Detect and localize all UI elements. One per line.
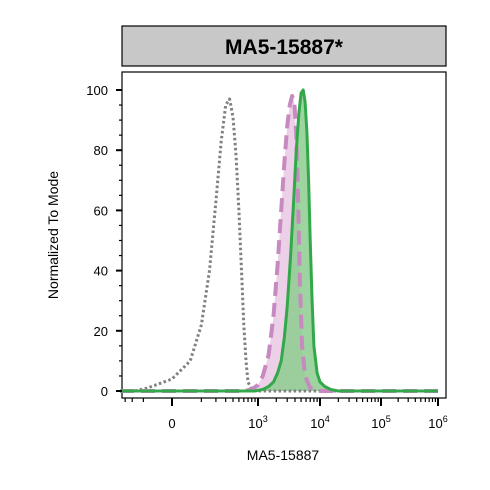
series-layer bbox=[120, 88, 438, 393]
x-tick-label: 103 bbox=[248, 414, 267, 431]
x-tick-label: 105 bbox=[371, 414, 390, 431]
y-tick-label: 100 bbox=[86, 83, 108, 98]
chart-title: MA5-15887* bbox=[225, 36, 344, 59]
series-2-line bbox=[120, 94, 438, 393]
x-tick-label: 0 bbox=[168, 416, 175, 431]
y-tick-label: 0 bbox=[101, 384, 108, 399]
x-axis: 0 103 104 105 106 bbox=[124, 398, 448, 431]
series-2-fill bbox=[120, 96, 438, 391]
x-tick-label: 106 bbox=[428, 414, 447, 431]
title-box bbox=[121, 25, 447, 67]
y-axis-label: Normalized To Mode bbox=[45, 171, 61, 299]
x-tick-label: 104 bbox=[310, 414, 329, 431]
y-tick-label: 40 bbox=[94, 264, 108, 279]
y-axis: 0 20 40 60 80 100 bbox=[86, 83, 122, 399]
x-axis-label: MA5-15887 bbox=[247, 447, 320, 463]
series-3-line bbox=[120, 88, 438, 393]
y-tick-label: 20 bbox=[94, 324, 108, 339]
y-tick-label: 60 bbox=[94, 203, 108, 218]
y-tick-label: 80 bbox=[94, 143, 108, 158]
